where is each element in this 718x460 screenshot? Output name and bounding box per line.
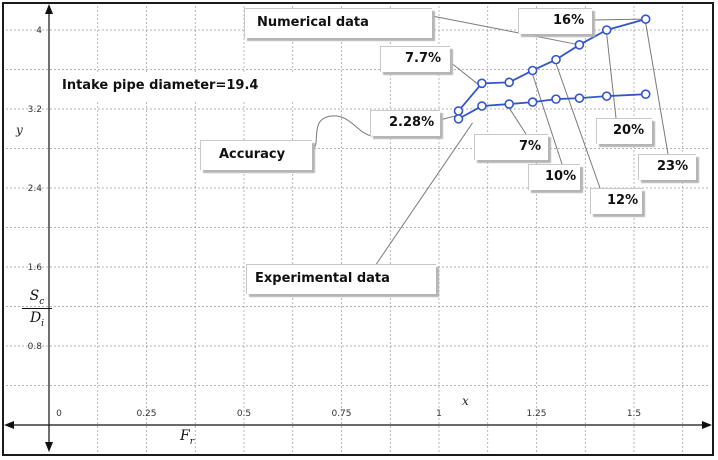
experimental-data-point [574, 93, 585, 103]
leader-accuracy-10 [532, 74, 563, 165]
experimental-data-label: Experimental data [246, 264, 436, 294]
x-label-sub: r [189, 436, 195, 447]
numerical-data-point [574, 40, 585, 50]
numerical-data-point [601, 25, 612, 35]
leader-experimental-data [374, 122, 473, 267]
accuracy-label-23: 23% [638, 154, 696, 180]
experimental-data-point [527, 97, 538, 107]
numerical-data-point [551, 54, 561, 65]
x-tick-label: 0 [56, 409, 62, 419]
y-axis-label-denominator: Di [22, 309, 52, 329]
numerical-data-label: Numerical data [244, 8, 432, 38]
accuracy-label-16: 16% [518, 8, 592, 34]
x-tick-label: 1 [436, 409, 442, 419]
y-label-den-sub: i [41, 318, 45, 329]
x-axis-letter: x [462, 394, 469, 408]
accuracy-label: Accuracy [200, 140, 312, 170]
x-tick-label: 1.25 [526, 409, 546, 419]
y-axis-arrow-down [45, 442, 53, 452]
leader-numerical-data [431, 15, 580, 46]
experimental-data-point [551, 94, 561, 104]
accuracy-label-12: 12% [590, 188, 642, 214]
leader-accuracy-23 [645, 23, 669, 155]
leader-accuracy-12 [555, 63, 601, 189]
x-tick-label: 1.5 [627, 409, 641, 419]
y-tick-label: 4 [36, 26, 42, 36]
leader-accuracy-7 [508, 107, 527, 135]
accuracy-label-2-28: 2.28% [370, 110, 440, 136]
x-tick-label: 0.25 [136, 409, 156, 419]
leader-accuracy-16 [591, 18, 646, 21]
accuracy-label-10: 10% [528, 164, 580, 190]
x-label-text: F [180, 428, 190, 444]
y-label-den-text: D [29, 309, 42, 326]
grid [6, 6, 710, 452]
y-tick-label: 3.2 [28, 105, 42, 115]
experimental-data-point [640, 89, 651, 99]
experimental-data-point [504, 99, 515, 109]
numerical-data-point [453, 106, 464, 116]
accuracy-label-20: 20% [596, 118, 652, 144]
y-tick-label: 1.6 [28, 263, 43, 273]
y-tick-label: 0.8 [28, 342, 43, 352]
y-axis-label: Sc Di [22, 288, 52, 329]
y-axis-label-numerator: Sc [22, 288, 52, 309]
tick-labels: 0 0.25 0.5 0.75 1 1.25 1.5 0.8 1.6 2.4 3.2 4 [28, 26, 641, 419]
x-tick-label: 0.5 [237, 409, 251, 419]
leader-accuracy [311, 115, 373, 151]
leader-lines [311, 15, 669, 267]
experimental-data-point [453, 114, 464, 124]
numerical-data-point [504, 77, 515, 88]
x-tick-label: 0.75 [331, 409, 351, 419]
axes: x y [4, 4, 712, 452]
x-axis-arrow-right [702, 421, 712, 429]
y-axis-letter: y [15, 123, 23, 137]
y-axis-arrow-up [45, 4, 53, 14]
experimental-data-point [477, 101, 487, 111]
x-axis-label: Fr [180, 428, 194, 447]
leader-accuracy-20 [606, 33, 617, 119]
y-tick-label: 2.4 [28, 184, 43, 194]
numerical-data-point [640, 14, 651, 24]
accuracy-label-7: 7% [474, 134, 548, 160]
experimental-data-point [601, 91, 612, 101]
leader-accuracy-7-7 [449, 61, 483, 88]
numerical-data-point [477, 78, 487, 89]
y-label-num-sub: c [39, 296, 45, 307]
series [453, 14, 651, 124]
y-label-num-text: S [29, 288, 40, 304]
intake-pipe-label: Intake pipe diameter=19.4 [56, 74, 328, 100]
numerical-data-point [527, 65, 538, 76]
x-axis-arrow-left [4, 421, 14, 429]
accuracy-label-7-7: 7.7% [380, 46, 450, 72]
